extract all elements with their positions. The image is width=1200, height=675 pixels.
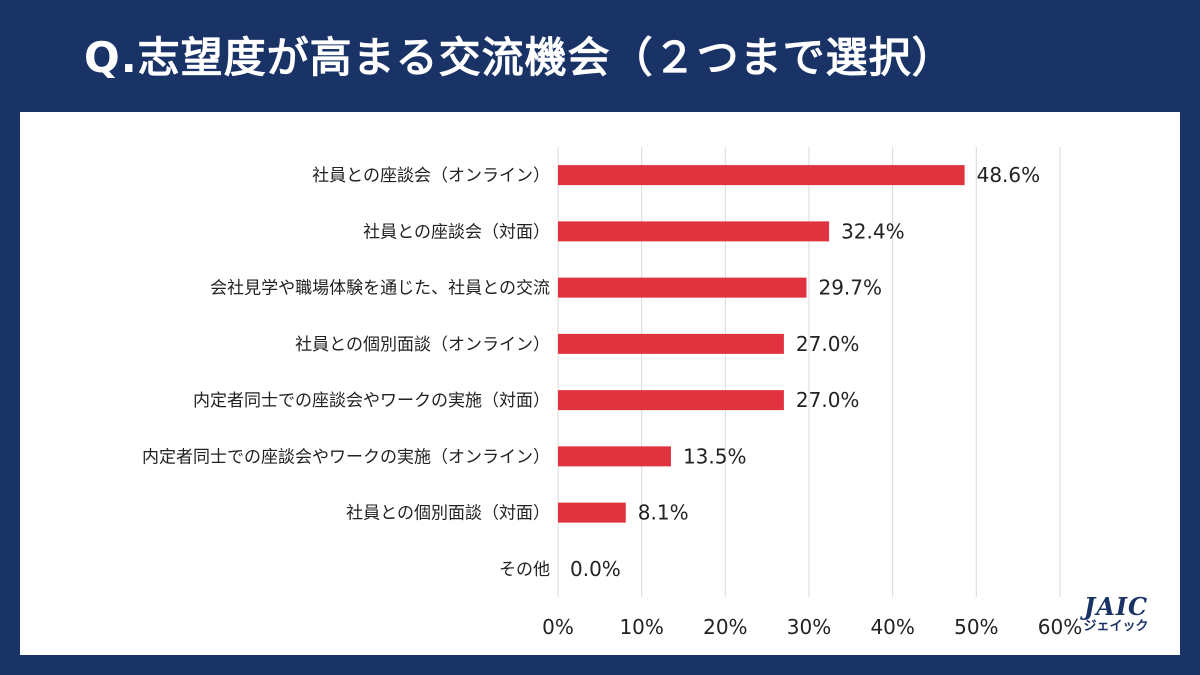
category-label: 内定者同士での座談会やワークの実施（対面） [193, 391, 550, 411]
category-label: 内定者同士での座談会やワークの実施（オンライン） [142, 447, 550, 467]
x-tick-label: 0% [542, 615, 574, 639]
value-label: 48.6% [977, 163, 1041, 187]
value-label: 27.0% [796, 388, 860, 412]
category-label: 社員との個別面談（オンライン） [295, 335, 550, 355]
logo-main-text: JAIC [1083, 592, 1149, 621]
category-label: 社員との座談会（対面） [363, 222, 550, 242]
value-label: 29.7% [818, 276, 882, 300]
bar [558, 221, 830, 242]
category-label: 社員との個別面談（対面） [346, 504, 550, 524]
bar-chart: 0% 10% 20% 30% 40% 50% 60% 社員との座談会（オンライン） 48.6% 社… [142, 147, 1082, 639]
value-label: 13.5% [683, 444, 747, 468]
bar [558, 390, 784, 411]
x-tick-label: 10% [619, 615, 663, 639]
value-label: 27.0% [796, 332, 860, 356]
bar [558, 333, 784, 354]
value-label: 0.0% [570, 557, 621, 581]
value-label: 32.4% [841, 219, 905, 243]
bar-layer [558, 165, 965, 523]
x-tick-label: 50% [954, 615, 998, 639]
x-tick-label: 40% [870, 615, 914, 639]
jaic-logo: JAIC ジェイック [1074, 595, 1158, 635]
grid-layer [557, 147, 1061, 597]
bar [558, 165, 965, 186]
bar [558, 277, 807, 298]
bar [558, 502, 626, 523]
chart-title: Q.志望度が高まる交流機会（２つまで選択） [84, 33, 955, 82]
x-tick-label: 60% [1038, 615, 1082, 639]
logo-sub-text: ジェイック [1083, 619, 1149, 634]
category-label: 社員との座談会（オンライン） [312, 166, 550, 186]
category-label: 会社見学や職場体験を通じた、社員との交流 [210, 279, 550, 299]
x-tick-label: 30% [787, 615, 831, 639]
label-layer: 0% 10% 20% 30% 40% 50% 60% 社員との座談会（オンライン） 48.6% 社… [142, 163, 1082, 639]
x-tick-label: 20% [703, 615, 747, 639]
chart-panel: 0% 10% 20% 30% 40% 50% 60% 社員との座談会（オンライン） 48.6% 社… [20, 112, 1180, 655]
category-label: その他 [499, 560, 550, 580]
bar [558, 446, 671, 467]
value-label: 8.1% [638, 501, 689, 525]
